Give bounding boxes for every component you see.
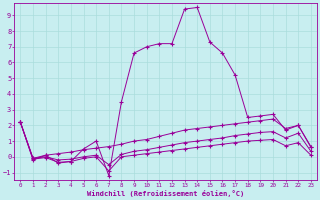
X-axis label: Windchill (Refroidissement éolien,°C): Windchill (Refroidissement éolien,°C) xyxy=(87,190,244,197)
